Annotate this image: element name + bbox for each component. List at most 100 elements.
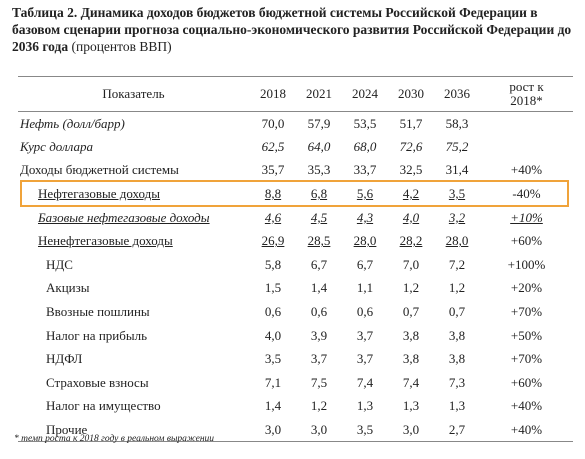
row-label-text: НДФЛ xyxy=(46,351,83,367)
value-cell: 1,3 xyxy=(388,395,434,419)
value-cell: 1,3 xyxy=(434,395,480,419)
row-label-text: Акцизы xyxy=(46,280,90,296)
row-label: НДФЛ xyxy=(18,347,250,371)
growth: +100% xyxy=(507,256,546,272)
value-cell: 28,5 xyxy=(296,229,342,253)
row-label: Базовые нефтегазовые доходы xyxy=(18,206,250,230)
row-label-text: Налог на прибыль xyxy=(46,327,147,343)
growth: +40% xyxy=(510,398,543,414)
value-cell: 3,7 xyxy=(342,324,388,348)
value: 4,5 xyxy=(310,209,328,225)
growth-cell: +70% xyxy=(480,347,573,371)
table: Показатель 2018 2021 2024 2030 2036 рост к 201… xyxy=(18,76,573,442)
value: 7,2 xyxy=(448,256,466,272)
value: 57,9 xyxy=(307,115,331,131)
value-cell: 28,0 xyxy=(342,229,388,253)
row-label: Акцизы xyxy=(18,277,250,301)
growth: +40% xyxy=(510,421,543,437)
value-cell: 1,4 xyxy=(250,395,296,419)
growth-cell: +50% xyxy=(480,324,573,348)
value-cell: 0,7 xyxy=(388,300,434,324)
value-cell: 8,8 xyxy=(250,182,296,206)
table-row: Налог на имущество 1,4 1,2 1,3 1,3 1,3 +40% xyxy=(18,395,573,419)
value: 4,2 xyxy=(402,186,420,202)
value-cell: 26,9 xyxy=(250,229,296,253)
value: 64,0 xyxy=(307,138,331,154)
value: 1,2 xyxy=(448,280,466,296)
value: 35,3 xyxy=(307,162,331,178)
value: 53,5 xyxy=(353,115,377,131)
value: 5,8 xyxy=(264,256,282,272)
growth: +60% xyxy=(510,374,543,390)
value-cell: 35,3 xyxy=(296,159,342,183)
value-cell: 4,2 xyxy=(388,182,434,206)
value-cell: 53,5 xyxy=(342,112,388,136)
value: 3,8 xyxy=(402,327,420,343)
value: 1,4 xyxy=(264,398,282,414)
value-cell: 6,7 xyxy=(342,253,388,277)
growth: +70% xyxy=(510,304,543,320)
value: 1,1 xyxy=(356,280,374,296)
value: 1,2 xyxy=(310,398,328,414)
table-row: Прочие 3,0 3,0 3,5 3,0 2,7 +40% xyxy=(18,418,573,442)
value-cell: 68,0 xyxy=(342,135,388,159)
value-cell: 3,8 xyxy=(388,324,434,348)
growth-cell: +60% xyxy=(480,229,573,253)
value-cell: 7,0 xyxy=(388,253,434,277)
value: 3,7 xyxy=(356,351,374,367)
value: 0,6 xyxy=(356,304,374,320)
value: 3,7 xyxy=(356,327,374,343)
value: 5,6 xyxy=(356,186,374,202)
table-row: Акцизы 1,5 1,4 1,1 1,2 1,2 +20% xyxy=(18,277,573,301)
header-row: Показатель 2018 2021 2024 2030 2036 рост к 201… xyxy=(18,76,573,112)
value: 1,2 xyxy=(402,280,420,296)
value-cell: 3,0 xyxy=(250,418,296,442)
growth: +20% xyxy=(510,280,543,296)
value: 0,6 xyxy=(264,304,282,320)
growth-cell: +60% xyxy=(480,371,573,395)
value-cell: 0,7 xyxy=(434,300,480,324)
value: 4,3 xyxy=(356,209,374,225)
value-cell: 57,9 xyxy=(296,112,342,136)
row-label: Курс доллара xyxy=(18,135,250,159)
value-cell: 3,2 xyxy=(434,206,480,230)
value: 3,5 xyxy=(448,186,466,202)
growth-cell: +40% xyxy=(480,159,573,183)
footnote: * темп роста к 2018 году в реальном выра… xyxy=(14,434,215,444)
table-row: Доходы бюджетной системы 35,7 35,3 33,7 32,5… xyxy=(18,159,573,183)
value-cell: 62,5 xyxy=(250,135,296,159)
value-cell: 31,4 xyxy=(434,159,480,183)
value: 3,0 xyxy=(264,421,282,437)
value: 70,0 xyxy=(261,115,285,131)
value: 3,8 xyxy=(448,351,466,367)
growth-cell: -40% xyxy=(480,182,573,206)
value: 3,5 xyxy=(264,351,282,367)
title-unit: (процентов ВВП) xyxy=(71,39,172,54)
row-label-text: НДС xyxy=(46,256,73,272)
value: 1,3 xyxy=(402,398,420,414)
value-cell: 7,4 xyxy=(342,371,388,395)
table-row: НДС 5,8 6,7 6,7 7,0 7,2 +100% xyxy=(18,253,573,277)
value: 3,0 xyxy=(310,421,328,437)
header-cell: 2036 xyxy=(444,86,470,101)
value-cell: 3,5 xyxy=(434,182,480,206)
value-cell: 0,6 xyxy=(342,300,388,324)
value: 6,7 xyxy=(356,256,374,272)
table-row: Нефтегазовые доходы 8,8 6,8 5,6 4,2 3,5 -40% xyxy=(18,182,573,206)
value-cell: 4,5 xyxy=(296,206,342,230)
value-cell: 0,6 xyxy=(250,300,296,324)
value: 6,7 xyxy=(310,256,328,272)
value-cell: 1,4 xyxy=(296,277,342,301)
row-label: Нефтегазовые доходы xyxy=(18,182,250,206)
growth-cell: +10% xyxy=(480,206,573,230)
value: 0,7 xyxy=(402,304,420,320)
value: 26,9 xyxy=(261,233,285,249)
row-label-text: Курс доллара xyxy=(20,138,93,154)
value: 3,0 xyxy=(402,421,420,437)
header-cell: 2024 xyxy=(352,86,378,101)
table-row: Ненефтегазовые доходы 26,9 28,5 28,0 28,2 28,… xyxy=(18,229,573,253)
value-cell: 1,2 xyxy=(296,395,342,419)
value: 3,8 xyxy=(448,327,466,343)
value: 28,5 xyxy=(307,233,331,249)
value-cell: 1,3 xyxy=(342,395,388,419)
